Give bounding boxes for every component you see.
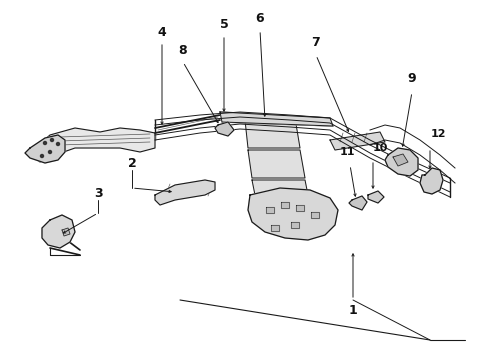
Text: 7: 7 bbox=[312, 36, 320, 49]
Text: 3: 3 bbox=[94, 186, 102, 199]
Circle shape bbox=[49, 150, 51, 153]
Circle shape bbox=[50, 139, 53, 141]
Polygon shape bbox=[385, 148, 418, 176]
Text: 12: 12 bbox=[430, 129, 446, 139]
Polygon shape bbox=[220, 112, 333, 126]
Polygon shape bbox=[245, 118, 300, 148]
Polygon shape bbox=[330, 132, 385, 150]
Circle shape bbox=[56, 143, 59, 145]
Polygon shape bbox=[252, 180, 310, 205]
Text: 11: 11 bbox=[339, 147, 355, 157]
Polygon shape bbox=[368, 191, 384, 203]
Polygon shape bbox=[62, 228, 70, 236]
Polygon shape bbox=[215, 122, 234, 136]
Polygon shape bbox=[25, 135, 65, 163]
Polygon shape bbox=[271, 225, 279, 231]
Polygon shape bbox=[296, 205, 304, 211]
Polygon shape bbox=[266, 207, 274, 213]
Polygon shape bbox=[393, 154, 408, 166]
Polygon shape bbox=[248, 188, 338, 240]
Text: 10: 10 bbox=[372, 143, 388, 153]
Text: 4: 4 bbox=[158, 26, 167, 39]
Polygon shape bbox=[42, 215, 75, 248]
Polygon shape bbox=[281, 202, 289, 208]
Polygon shape bbox=[257, 207, 314, 228]
Text: 5: 5 bbox=[220, 18, 228, 31]
Text: 2: 2 bbox=[127, 157, 136, 170]
Text: 8: 8 bbox=[179, 44, 187, 57]
Circle shape bbox=[41, 154, 44, 158]
Polygon shape bbox=[291, 222, 299, 228]
Polygon shape bbox=[349, 196, 367, 210]
Polygon shape bbox=[311, 212, 319, 218]
Polygon shape bbox=[248, 150, 305, 178]
Text: 6: 6 bbox=[256, 12, 264, 24]
Polygon shape bbox=[155, 180, 215, 205]
Circle shape bbox=[44, 141, 47, 144]
Polygon shape bbox=[420, 168, 443, 194]
Text: 1: 1 bbox=[348, 303, 357, 316]
Text: 9: 9 bbox=[408, 72, 416, 85]
Polygon shape bbox=[35, 128, 155, 162]
